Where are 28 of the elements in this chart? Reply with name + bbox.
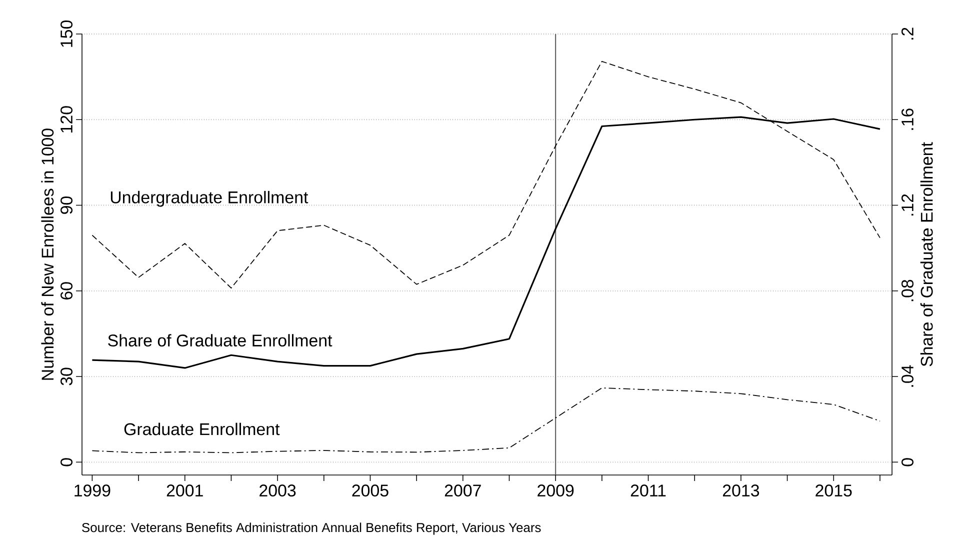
x-tick-label: 2001 bbox=[166, 484, 203, 497]
x-tick-label: 1999 bbox=[74, 484, 110, 497]
y-tick-label: 90 bbox=[60, 196, 73, 214]
x-tick-label: 2005 bbox=[352, 484, 388, 497]
y-tick-label: 60 bbox=[60, 282, 73, 300]
y-tick-label: 30 bbox=[60, 368, 73, 386]
x-tick-label: 2011 bbox=[630, 484, 666, 497]
source-note: Source: Veterans Benefits Administration Annual Benefits Report, Various Years bbox=[82, 522, 541, 535]
y2-tick-label: .16 bbox=[902, 108, 914, 130]
series-label: Graduate Enrollment bbox=[124, 422, 280, 436]
y2-tick-label: .04 bbox=[902, 365, 914, 387]
y2-tick-label: 0 bbox=[902, 458, 914, 466]
x-tick-label: 2007 bbox=[444, 484, 481, 497]
y2-tick-label: .08 bbox=[902, 280, 914, 302]
y2-axis-title: Share of Graduate Enrollment bbox=[920, 142, 933, 366]
x-tick-label: 2013 bbox=[722, 484, 760, 497]
x-tick-label: 2009 bbox=[538, 484, 574, 497]
y2-tick-label: .2 bbox=[902, 28, 914, 40]
x-tick-label: 2015 bbox=[816, 484, 852, 497]
y-axis-title: Number of New Enrollees in 1000 bbox=[41, 128, 54, 380]
series-label: Share of Graduate Enrollment bbox=[108, 334, 332, 347]
y-tick-label: 0 bbox=[60, 458, 73, 466]
series-label: Undergraduate Enrollment bbox=[110, 190, 308, 207]
y-tick-label: 150 bbox=[60, 20, 73, 47]
y-tick-label: 120 bbox=[60, 106, 73, 132]
line-series bbox=[92, 387, 880, 454]
x-tick-label: 2003 bbox=[260, 484, 296, 497]
y2-tick-label: .12 bbox=[902, 194, 914, 216]
